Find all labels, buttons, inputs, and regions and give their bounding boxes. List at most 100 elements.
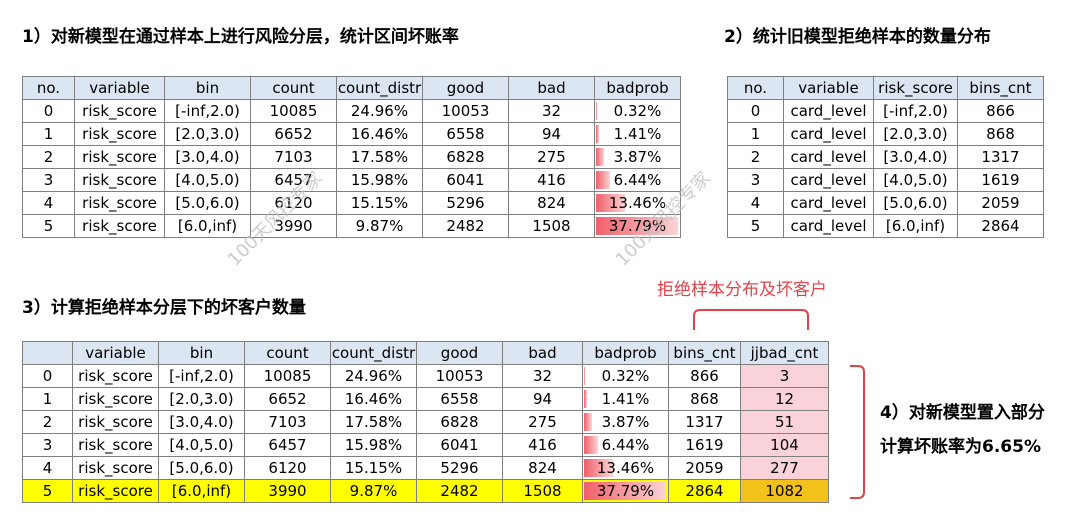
cell-bad: 94 [508,122,595,146]
cell-bin: [6.0,inf) [164,214,251,238]
column-header: no. [727,76,784,100]
cell-bins-cnt: 1317 [957,145,1044,169]
cell-count-distr: 24.96% [330,364,417,388]
column-header: bins_cnt [668,341,741,365]
section1-title: 1）对新模型在通过样本上进行风险分层，统计区间坏账率 [22,27,459,47]
cell-count: 3990 [250,214,337,238]
cell-count-distr: 9.87% [336,214,423,238]
cell-jjbad-cnt: 277 [740,456,829,480]
cell-bins-cnt: 1619 [957,168,1044,192]
cell-no: 1 [22,122,75,146]
cell-bad: 824 [508,191,595,215]
cell-no: 4 [727,191,784,215]
cell-no: 2 [22,145,75,169]
column-header: count [244,341,331,365]
cell-variable: risk_score [72,479,159,503]
section3-title: 3）计算拒绝样本分层下的坏客户数量 [22,298,306,318]
table-row: 4 risk_score [5.0,6.0) 6120 15.15% 5296 824 13.… [22,191,681,215]
cell-bin: [6.0,inf) [158,479,245,503]
cell-variable: risk_score [72,410,159,434]
cell-bins-cnt: 1317 [668,410,741,434]
cell-good: 6558 [416,387,503,411]
cell-good: 6828 [422,145,509,169]
column-header: bin [164,76,251,100]
cell-badprob: 13.46% [594,191,681,215]
reject-annotation-brace [693,309,809,330]
column-header: count [250,76,337,100]
cell-no: 4 [22,456,73,480]
cell-count: 10085 [244,364,331,388]
badprob-bar [596,148,605,166]
table-row: 4 card_level [5.0,6.0) 2059 [727,191,1044,215]
cell-variable: card_level [783,122,874,146]
badprob-value: 3.87% [601,413,650,431]
cell-risk-score: [4.0,5.0) [873,168,958,192]
badprob-bar [596,217,678,235]
cell-good: 6828 [416,410,503,434]
cell-count-distr: 17.58% [330,410,417,434]
cell-variable: card_level [783,145,874,169]
table-row: 4 risk_score [5.0,6.0) 6120 15.15% 5296 824 13.… [22,456,829,480]
cell-bad: 1508 [508,214,595,238]
cell-bin: [5.0,6.0) [164,191,251,215]
rejected-bad-count-table: variable bin count count_distr good bad badpro… [22,341,829,503]
cell-bins-cnt: 1619 [668,433,741,457]
cell-badprob: 37.79% [582,479,669,503]
badprob-value: 13.46% [608,194,667,212]
badprob-value: 1.41% [601,390,650,408]
cell-variable: risk_score [74,168,165,192]
badprob-bar [596,102,597,120]
cell-bin: [2.0,3.0) [164,122,251,146]
table-row: 2 risk_score [3.0,4.0) 7103 17.58% 6828 275 3.8… [22,145,681,169]
cell-badprob: 37.79% [594,214,681,238]
cell-bad: 32 [502,364,583,388]
cell-variable: risk_score [74,191,165,215]
cell-variable: risk_score [74,122,165,146]
cell-good: 2482 [416,479,503,503]
cell-bins-cnt: 866 [668,364,741,388]
badprob-bar [584,459,614,477]
cell-risk-score: [3.0,4.0) [873,145,958,169]
cell-no: 5 [22,214,75,238]
cell-bins-cnt: 868 [957,122,1044,146]
cell-count: 10085 [250,99,337,123]
column-header: bins_cnt [957,76,1044,100]
cell-risk-score: [5.0,6.0) [873,191,958,215]
cell-no: 4 [22,191,75,215]
cell-badprob: 0.32% [582,364,669,388]
cell-variable: risk_score [72,433,159,457]
cell-bin: [3.0,4.0) [164,145,251,169]
cell-variable: card_level [783,168,874,192]
cell-variable: card_level [783,191,874,215]
cell-no: 0 [22,99,75,123]
cell-bin: [-inf,2.0) [164,99,251,123]
column-header: variable [72,341,159,365]
cell-bad: 94 [502,387,583,411]
cell-badprob: 1.41% [594,122,681,146]
result-note-line2: 计算坏账率为6.65% [880,437,1041,457]
rejected-sample-distribution-table: no. variable risk_score bins_cnt 0 card_leve… [727,76,1044,238]
cell-no: 2 [22,410,73,434]
cell-no: 5 [22,479,73,503]
column-header: count_distr [330,341,417,365]
badprob-value: 0.32% [613,102,662,120]
cell-bad: 824 [502,456,583,480]
cell-count-distr: 15.98% [330,433,417,457]
cell-good: 5296 [422,191,509,215]
cell-badprob: 13.46% [582,456,669,480]
cell-bin: [3.0,4.0) [158,410,245,434]
cell-count-distr: 15.98% [336,168,423,192]
section2-title: 2）统计旧模型拒绝样本的数量分布 [724,27,991,47]
cell-badprob: 6.44% [594,168,681,192]
column-header: badprob [594,76,681,100]
cell-risk-score: [-inf,2.0) [873,99,958,123]
table-row: 5 risk_score [6.0,inf) 3990 9.87% 2482 1508 37.… [22,214,681,238]
cell-bin: [2.0,3.0) [158,387,245,411]
cell-good: 10053 [416,364,503,388]
column-header: no. [22,76,75,100]
cell-bins-cnt: 2864 [668,479,741,503]
cell-count: 6457 [244,433,331,457]
column-header: good [422,76,509,100]
result-brace [850,365,865,499]
table-row: 2 risk_score [3.0,4.0) 7103 17.58% 6828 275 3.8… [22,410,829,434]
